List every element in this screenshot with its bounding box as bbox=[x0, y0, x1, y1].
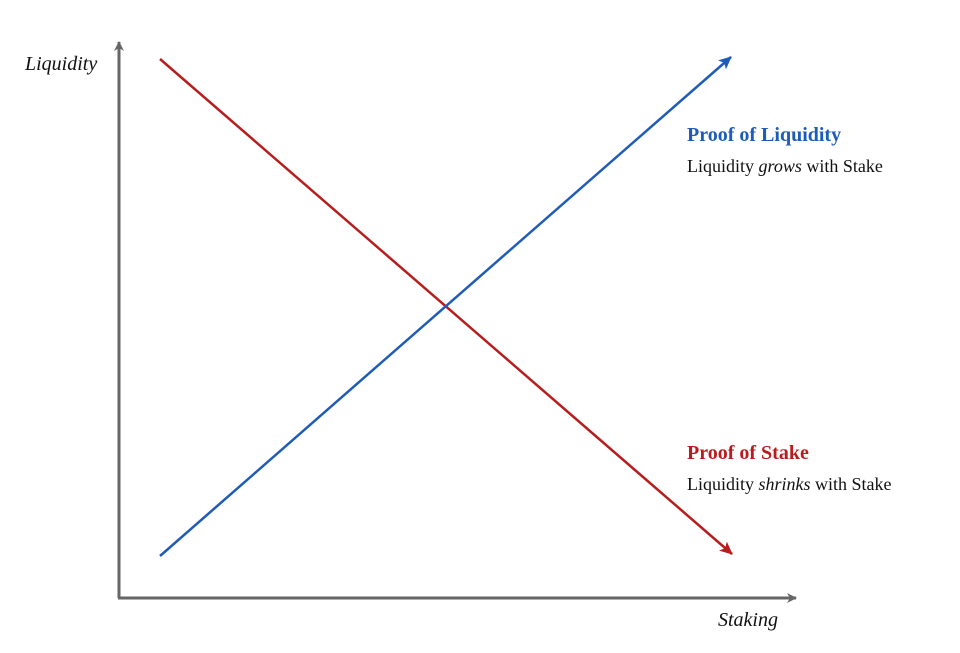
y-axis-label: Liquidity bbox=[24, 53, 97, 75]
pol-desc-verb: grows bbox=[759, 156, 802, 176]
x-axis-label: Staking bbox=[718, 609, 778, 631]
proof-of-liquidity-description: Liquidity grows with Stake bbox=[687, 156, 883, 176]
pol-desc-suffix: with Stake bbox=[802, 156, 883, 176]
proof-of-liquidity-line bbox=[159, 56, 732, 557]
proof-of-stake-description: Liquidity shrinks with Stake bbox=[687, 474, 892, 494]
pos-desc-verb: shrinks bbox=[759, 474, 811, 494]
pos-desc-prefix: Liquidity bbox=[687, 474, 759, 494]
proof-of-stake-title: Proof of Stake bbox=[687, 442, 809, 464]
pos-desc-suffix: with Stake bbox=[811, 474, 892, 494]
proof-of-liquidity-title: Proof of Liquidity bbox=[687, 124, 841, 146]
pol-desc-prefix: Liquidity bbox=[687, 156, 759, 176]
